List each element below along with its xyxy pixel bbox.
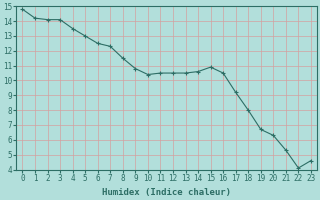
X-axis label: Humidex (Indice chaleur): Humidex (Indice chaleur) xyxy=(102,188,231,197)
